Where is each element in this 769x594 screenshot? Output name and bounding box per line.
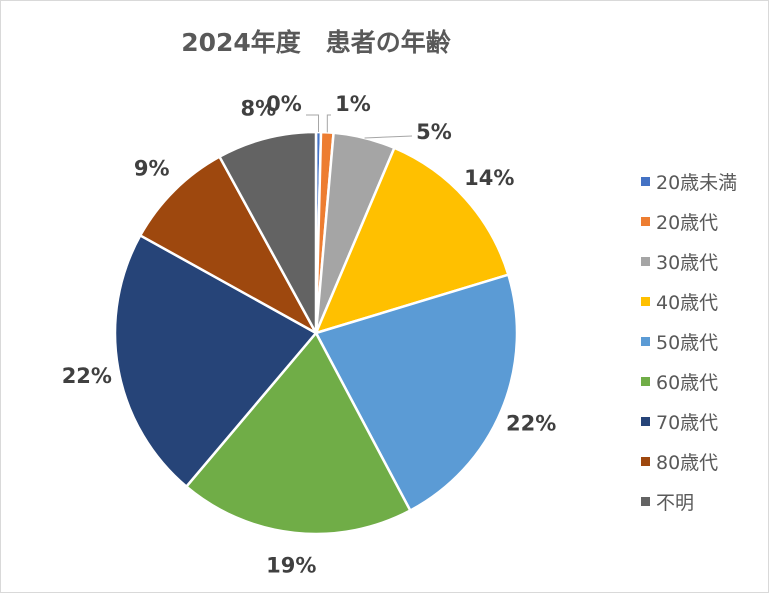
pie-slice-5 — [314, 273, 519, 513]
data-label-6: 19% — [266, 554, 316, 578]
data-label-3: 5% — [416, 120, 452, 144]
legend-swatch — [641, 456, 650, 466]
legend-label: 70歳代 — [656, 411, 719, 434]
data-label-9: 8% — [240, 96, 276, 120]
pie-slice-7 — [113, 233, 318, 489]
legend-item-7: 70歳代 — [641, 401, 737, 441]
legend-item-1: 20歳未満 — [641, 161, 737, 201]
legend-item-4: 40歳代 — [641, 281, 737, 321]
chart-legend: 20歳未満 20歳代 30歳代 40歳代 50歳代 60歳代 70歳代 80歳代不明 — [641, 161, 737, 521]
legend-label: 60歳代 — [656, 371, 719, 394]
legend-swatch — [641, 216, 650, 226]
legend-label: 20歳代 — [656, 211, 719, 234]
chart-title: 2024年度 患者の年齢 — [181, 28, 451, 57]
leader-line-1 — [306, 114, 320, 133]
data-label-8: 9% — [134, 157, 170, 181]
pie-slice-9 — [217, 130, 318, 334]
legend-label: 50歳代 — [656, 331, 719, 354]
pie-slice-6 — [184, 330, 412, 536]
legend-swatch — [641, 336, 650, 346]
legend-swatch — [641, 256, 650, 266]
legend-item-3: 30歳代 — [641, 241, 737, 281]
data-label-7: 22% — [62, 364, 112, 388]
leader-line-2 — [326, 114, 331, 133]
leader-line-3 — [364, 135, 413, 139]
legend-item-5: 50歳代 — [641, 321, 737, 361]
legend-label: 40歳代 — [656, 291, 719, 314]
pie-slice-8 — [138, 154, 320, 337]
legend-label: 不明 — [656, 491, 695, 514]
legend-item-9: 不明 — [641, 481, 737, 521]
legend-swatch — [641, 176, 650, 186]
data-label-5: 22% — [506, 412, 556, 436]
data-label-4: 14% — [464, 166, 514, 190]
legend-label: 80歳代 — [656, 451, 719, 474]
data-label-2: 1% — [335, 92, 371, 116]
legend-swatch — [641, 376, 650, 386]
legend-item-8: 80歳代 — [641, 441, 737, 481]
legend-label: 20歳未満 — [656, 171, 738, 194]
legend-item-6: 60歳代 — [641, 361, 737, 401]
legend-swatch — [641, 496, 650, 506]
data-label-1: 0% — [266, 92, 302, 116]
legend-label: 30歳代 — [656, 251, 719, 274]
legend-swatch — [641, 296, 650, 306]
legend-item-2: 20歳代 — [641, 201, 737, 241]
legend-swatch — [641, 416, 650, 426]
pie-slice-4 — [313, 146, 510, 335]
